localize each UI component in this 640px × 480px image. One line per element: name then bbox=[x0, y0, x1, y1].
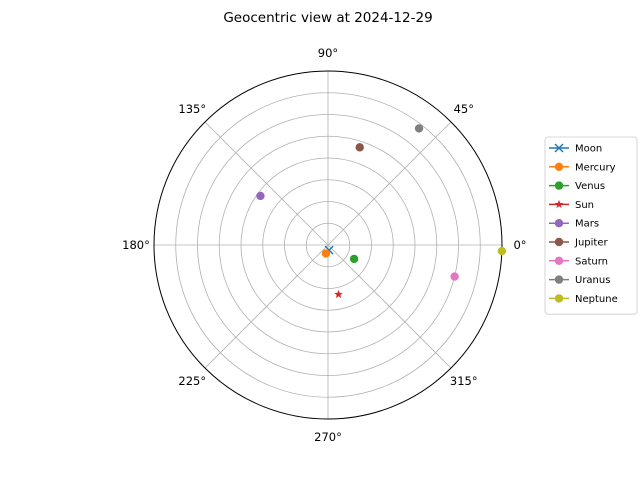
legend-label: Neptune bbox=[575, 294, 618, 305]
polar-grid bbox=[153, 70, 503, 420]
legend-marker-sun bbox=[554, 199, 564, 209]
legend-marker-saturn bbox=[554, 256, 564, 265]
legend-item-uranus: Uranus bbox=[549, 275, 610, 286]
legend-item-jupiter: Jupiter bbox=[549, 238, 608, 249]
uranus-marker bbox=[414, 124, 424, 133]
legend-marker-venus bbox=[554, 181, 564, 190]
chart-title: Geocentric view at 2024-12-29 bbox=[223, 10, 432, 26]
legend-item-mercury: Mercury bbox=[549, 162, 616, 173]
angle-tick-label: 225° bbox=[178, 374, 206, 388]
angle-tick-labels: 0° 45° 90° 135° 180° 225° 270° 315° bbox=[122, 46, 526, 444]
legend-item-mars: Mars bbox=[549, 219, 599, 230]
angular-grid-line bbox=[204, 121, 329, 246]
sun-marker bbox=[334, 289, 343, 298]
legend-box bbox=[544, 136, 638, 315]
legend-label: Mercury bbox=[575, 162, 616, 173]
legend-marker-neptune bbox=[554, 294, 564, 303]
jupiter-marker bbox=[355, 143, 364, 152]
legend-marker-moon-stroke bbox=[554, 143, 564, 153]
saturn-marker bbox=[450, 272, 459, 281]
angle-tick-label: 180° bbox=[122, 238, 150, 252]
venus-marker bbox=[349, 254, 359, 264]
legend-label: Moon bbox=[575, 144, 602, 155]
mars-marker bbox=[256, 191, 265, 201]
legend-marker-mercury bbox=[554, 162, 564, 171]
legend-marker-mars bbox=[554, 219, 564, 228]
legend-label: Saturn bbox=[575, 256, 608, 267]
angle-tick-label: 315° bbox=[450, 374, 478, 388]
angle-tick-label: 270° bbox=[314, 430, 342, 444]
angle-tick-label: 90° bbox=[318, 46, 338, 60]
legend-label: Jupiter bbox=[574, 238, 608, 249]
legend: Moon Mercury Venus Sun Mars Jupiter Saturn Uran… bbox=[544, 136, 638, 315]
angular-grid-line bbox=[204, 244, 329, 369]
legend-label: Mars bbox=[575, 219, 599, 230]
legend-item-moon: Moon bbox=[549, 144, 602, 155]
neptune-marker bbox=[497, 246, 507, 256]
data-markers bbox=[256, 124, 507, 298]
angle-tick-label: 0° bbox=[513, 238, 526, 252]
legend-item-neptune: Neptune bbox=[549, 294, 618, 305]
mercury-marker bbox=[321, 249, 331, 258]
legend-label: Sun bbox=[575, 200, 594, 211]
legend-item-venus: Venus bbox=[549, 181, 605, 192]
polar-frame bbox=[153, 70, 503, 420]
legend-marker-uranus bbox=[554, 275, 564, 284]
legend-marker-jupiter bbox=[554, 237, 564, 247]
legend-label: Venus bbox=[575, 181, 605, 192]
legend-label: Uranus bbox=[575, 275, 610, 286]
angle-tick-label: 135° bbox=[178, 102, 206, 116]
legend-item-sun: Sun bbox=[549, 199, 594, 211]
angle-tick-label: 45° bbox=[454, 102, 474, 116]
angular-grid-line bbox=[327, 244, 452, 369]
legend-marker-moon bbox=[554, 143, 564, 153]
legend-item-saturn: Saturn bbox=[549, 256, 608, 267]
angular-grid-line bbox=[327, 121, 452, 246]
